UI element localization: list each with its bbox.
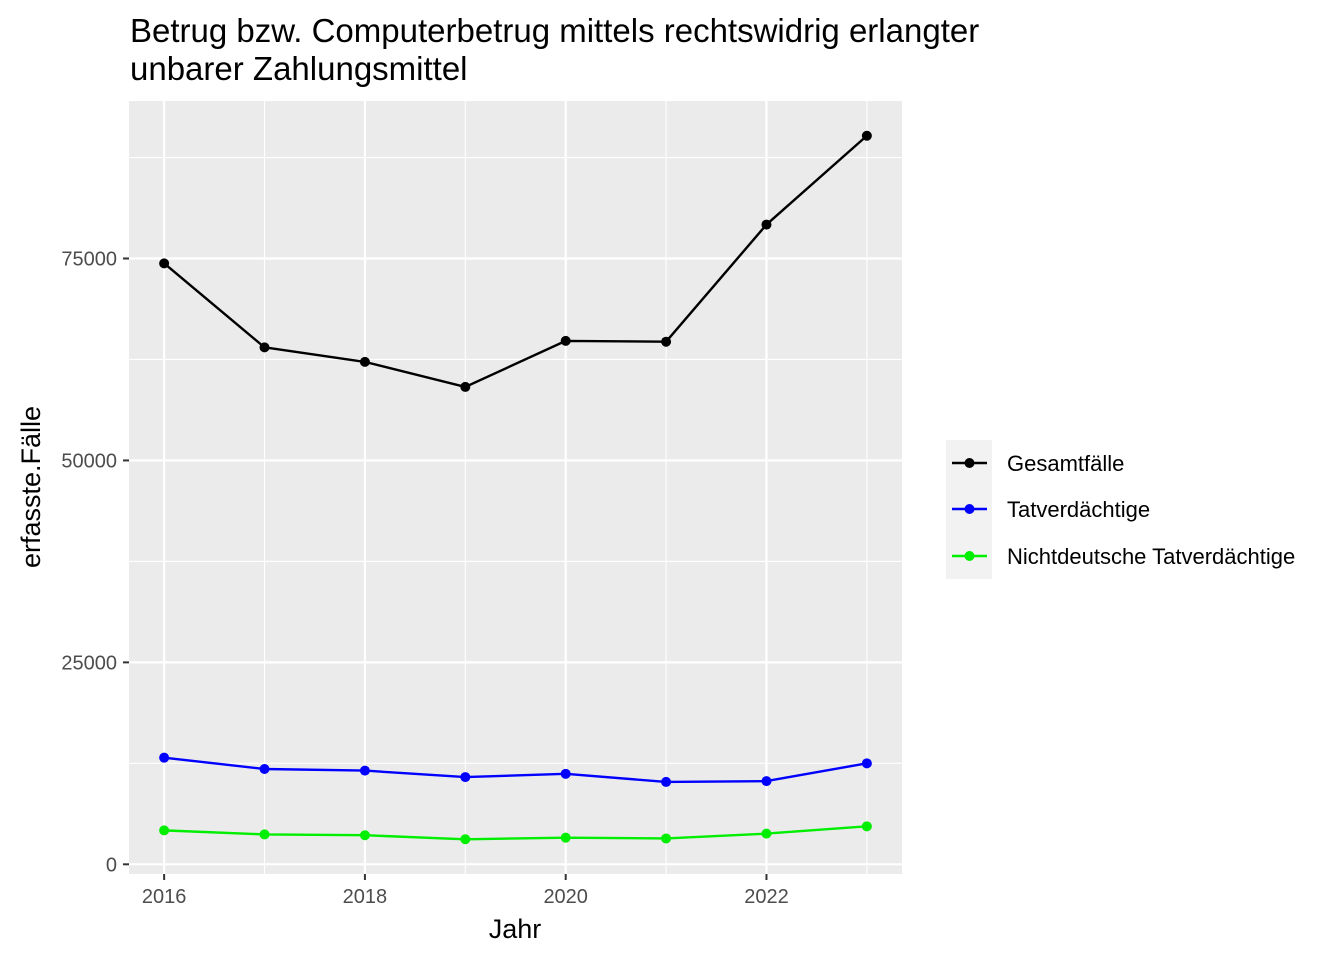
data-point-0-1 — [259, 342, 270, 353]
x-axis-title: Jahr — [489, 914, 542, 944]
data-point-2-5 — [661, 833, 672, 844]
data-point-2-3 — [460, 834, 471, 845]
data-point-0-5 — [661, 336, 672, 347]
grid-minor — [129, 101, 902, 874]
series-line-0 — [163, 134, 868, 389]
legend-label-1: Tatverdächtige — [1007, 497, 1150, 522]
legend-key-point-0 — [964, 458, 975, 468]
legend-label-2: Nichtdeutsche Tatverdächtige — [1007, 544, 1295, 569]
data-point-0-4 — [560, 335, 571, 346]
series-line-2 — [164, 825, 867, 841]
y-tick-label: 50000 — [61, 450, 117, 472]
legend-label-0: Gesamtfälle — [1007, 451, 1124, 476]
y-tick-label: 75000 — [61, 249, 117, 271]
series-line-1 — [164, 756, 868, 784]
y-tick-label: 25000 — [61, 652, 117, 674]
data-point-2-4 — [560, 832, 571, 843]
x-tick-label: 2018 — [343, 886, 388, 908]
data-point-0-7 — [861, 130, 872, 141]
data-point-0-0 — [159, 258, 170, 269]
data-point-1-5 — [661, 776, 672, 787]
legend-key-point-1 — [964, 504, 975, 514]
data-point-1-2 — [359, 765, 370, 776]
grid-major — [129, 101, 902, 874]
series-layer — [159, 130, 872, 845]
x-tick-label: 2016 — [142, 886, 187, 908]
data-point-1-3 — [460, 772, 471, 783]
y-axis-title: erfasste.Fälle — [16, 406, 46, 568]
plot-panel — [129, 101, 902, 874]
axis-layer: 2016 2018 2020 2022 0 25000 50000 75000 — [61, 249, 788, 908]
data-point-1-7 — [861, 758, 872, 769]
data-point-2-2 — [359, 830, 370, 841]
data-point-0-2 — [359, 356, 370, 367]
data-point-1-6 — [761, 776, 772, 787]
data-point-0-3 — [460, 381, 471, 392]
data-point-1-4 — [560, 768, 571, 779]
x-tick-label: 2020 — [543, 886, 588, 908]
legend: Gesamtfälle Tatverdächtige Nichtdeutsche T… — [946, 440, 1295, 579]
y-tick-label: 0 — [106, 854, 117, 876]
data-point-1-1 — [259, 763, 270, 774]
chart-title-line-1: Betrug bzw. Computerbetrug mittels recht… — [130, 12, 979, 49]
legend-key-point-2 — [964, 551, 975, 561]
chart-title: Betrug bzw. Computerbetrug mittels recht… — [130, 12, 979, 87]
chart-title-line-2: unbarer Zahlungsmittel — [130, 50, 468, 87]
data-point-2-1 — [259, 829, 270, 840]
data-point-2-7 — [861, 821, 872, 832]
data-point-0-6 — [761, 219, 772, 230]
data-point-2-6 — [761, 828, 772, 839]
x-tick-label: 2022 — [744, 886, 789, 908]
data-point-1-0 — [159, 752, 170, 763]
data-point-2-0 — [159, 825, 170, 836]
